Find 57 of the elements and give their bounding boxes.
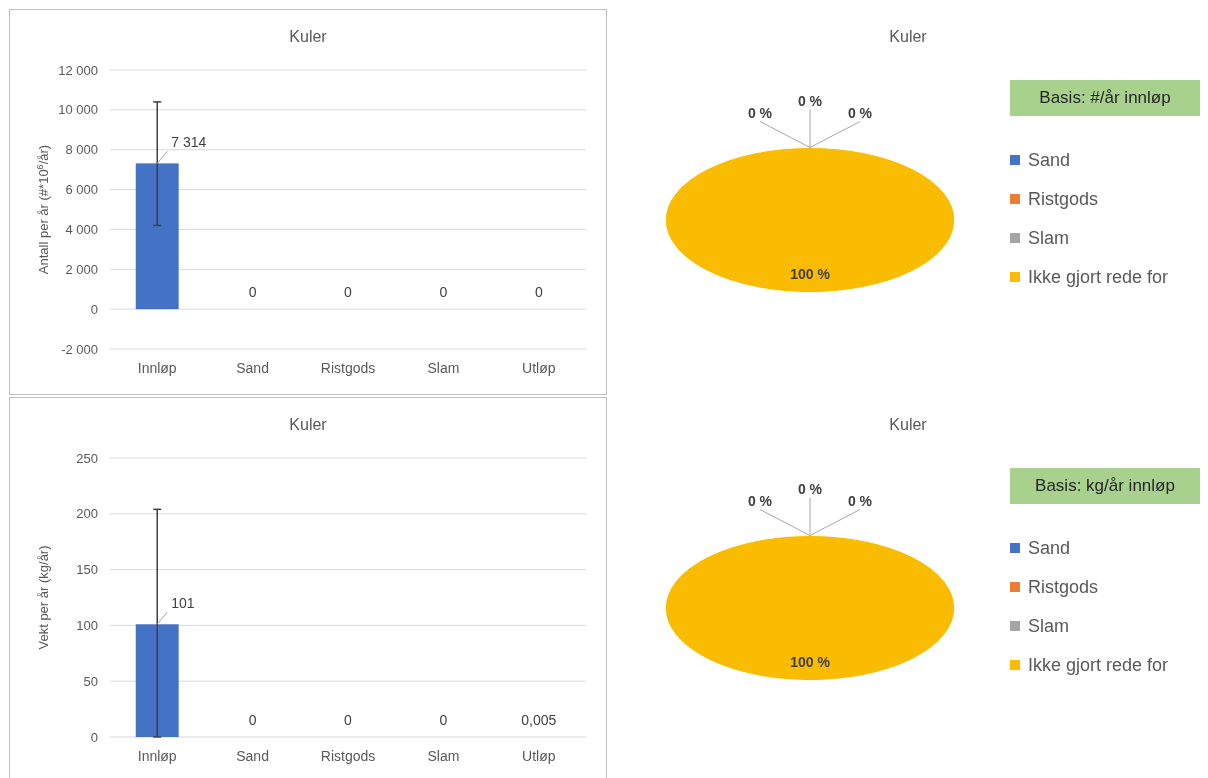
y-tick-label: 250 (76, 450, 98, 466)
text: 0 % (747, 104, 773, 121)
y-tick-label: 200 (76, 506, 98, 522)
y-tick-label: 150 (76, 562, 98, 578)
data-label: 7 314 (171, 134, 207, 151)
x-tick-label: Slam (427, 748, 460, 764)
text: 0 % (797, 480, 823, 497)
x-tick-label: Sand (236, 360, 269, 376)
x-tick-label: Ristgods (320, 748, 376, 764)
y-tick-label: 12 000 (58, 62, 98, 78)
y-tick-label: 10 000 (58, 102, 98, 118)
chart-title: Kuler (889, 416, 928, 433)
x-tick-label: Utløp (522, 360, 556, 376)
text: Basis: #/år innløp (1039, 88, 1171, 107)
chart-title: Kuler (889, 28, 928, 45)
text: Basis: kg/år innløp (1035, 476, 1175, 495)
x-tick-label: Ristgods (320, 360, 376, 376)
legend-label: Sand (1028, 538, 1071, 559)
y-tick-label: -2 000 (61, 341, 98, 357)
y-tick-label: 50 (83, 673, 98, 689)
y-tick-label: 100 (76, 617, 98, 633)
text: 0 % (747, 492, 773, 509)
data-label: 0 (248, 712, 257, 728)
legend-label: Ikke gjort rede for (1028, 267, 1169, 288)
x-tick-label: Slam (427, 360, 460, 376)
chart-title: Kuler (289, 416, 328, 433)
data-label: 0 (248, 284, 257, 301)
data-label: 0,005 (521, 711, 557, 728)
data-label: 0 (344, 284, 353, 301)
chart-title: Kuler (289, 28, 328, 45)
x-tick-label: Utløp (522, 748, 556, 764)
legend-label: Sand (1028, 150, 1071, 171)
y-tick-label: 0 (90, 729, 98, 745)
legend-label: Slam (1028, 228, 1070, 249)
legend-label: Ristgods (1028, 577, 1099, 598)
data-label: 0 (344, 712, 353, 728)
text: 0 % (797, 92, 823, 109)
legend-label: Ikke gjort rede for (1028, 655, 1169, 676)
data-label: 100 % (790, 653, 831, 670)
x-tick-label: Innløp (137, 748, 177, 764)
y-tick-label: 2 000 (65, 261, 98, 277)
legend-label: Ristgods (1028, 189, 1099, 210)
legend-label: Slam (1028, 616, 1070, 637)
x-tick-label: Innløp (137, 360, 177, 376)
x-tick-label: Sand (236, 748, 269, 764)
y-tick-label: 8 000 (65, 142, 98, 158)
data-label: 0 (439, 284, 448, 301)
text: 0 % (847, 492, 873, 509)
data-label: 101 (171, 595, 195, 612)
text: 0 % (847, 104, 873, 121)
data-label: 0 (439, 712, 448, 728)
y-axis-title: Vekt per år (kg/år) (36, 545, 51, 650)
y-tick-label: 6 000 (65, 182, 98, 198)
y-tick-label: 4 000 (65, 221, 98, 237)
data-label: 0 (534, 284, 543, 301)
data-label: 100 % (790, 265, 831, 282)
y-tick-label: 0 (90, 301, 98, 317)
